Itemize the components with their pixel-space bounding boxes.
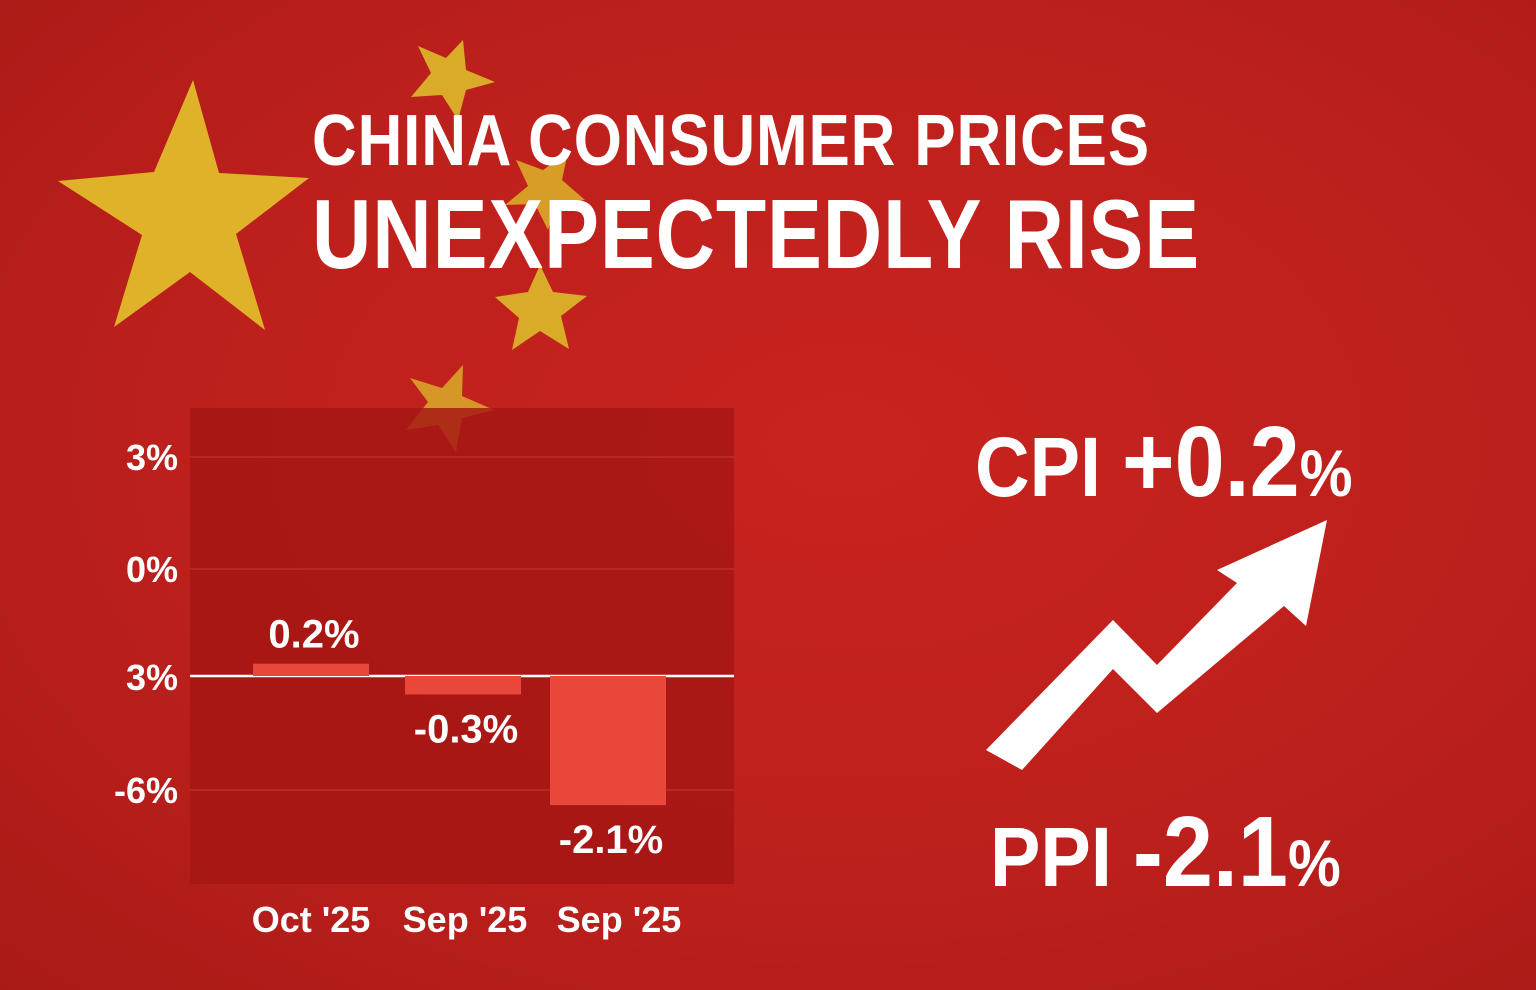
bar <box>550 676 666 806</box>
y-tick-label: 0% <box>126 549 178 590</box>
cpi-unit: % <box>1299 436 1353 510</box>
y-tick-labels: 3% 0% 3% -6% <box>114 437 178 811</box>
ppi-unit: % <box>1287 826 1341 900</box>
flag-small-star-2 <box>505 152 585 230</box>
x-tick-label: Oct '25 <box>252 899 371 940</box>
x-tick-labels: Oct '25 Sep '25 Sep '25 <box>252 899 682 940</box>
ppi-stat: PPI -2.1% <box>990 795 1341 910</box>
bar <box>405 676 521 695</box>
x-tick-label: Sep '25 <box>557 899 682 940</box>
flag-small-star-3 <box>495 265 587 350</box>
bar-value-label: -0.3% <box>414 707 519 751</box>
flag-large-star <box>58 80 309 330</box>
ppi-label: PPI <box>990 810 1133 904</box>
y-tick-label: 3% <box>126 437 178 478</box>
value-labels: 0.2% -0.3% -2.1% <box>268 613 663 862</box>
bar-value-label: -2.1% <box>559 818 664 862</box>
ppi-value: -2.1 <box>1132 796 1288 908</box>
bar-value-label: 0.2% <box>268 613 359 657</box>
y-tick-label: 3% <box>126 657 178 698</box>
headline-line-2: UNEXPECTEDLY RISE <box>312 179 1201 289</box>
x-tick-label: Sep '25 <box>403 899 528 940</box>
cpi-label: CPI <box>975 420 1123 514</box>
headline-line-1: CHINA CONSUMER PRICES <box>312 101 1150 181</box>
cpi-value: +0.2 <box>1122 406 1300 518</box>
flag-small-star-1 <box>411 40 495 120</box>
bar <box>253 663 369 676</box>
bars <box>253 663 666 806</box>
y-tick-label: -6% <box>114 770 178 811</box>
cpi-stat: CPI +0.2% <box>975 405 1353 520</box>
